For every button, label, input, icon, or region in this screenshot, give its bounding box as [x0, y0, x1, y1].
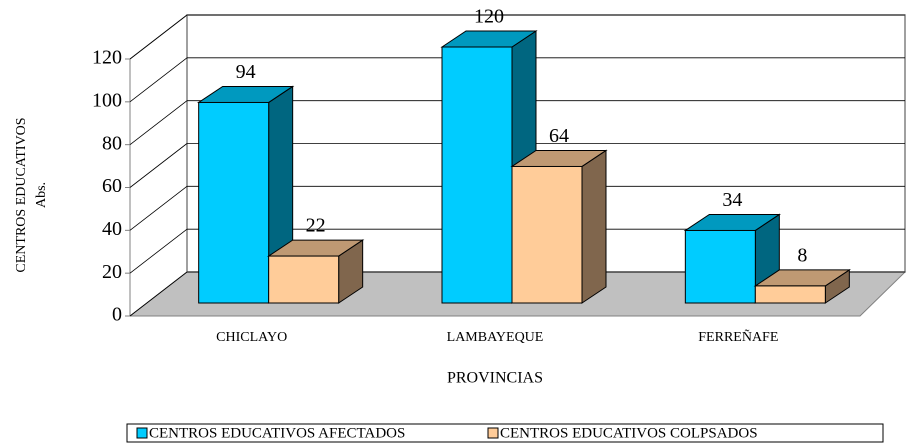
bar-front [754, 285, 826, 304]
grid-line [129, 14, 188, 60]
y-label-line: Abs. [34, 182, 49, 208]
grid-line [129, 271, 188, 317]
y-tick-label: 20 [102, 261, 122, 283]
y-tick-label: 60 [102, 175, 122, 197]
value-label: 94 [236, 61, 256, 83]
value-label: 120 [474, 6, 504, 28]
y-tick-label: 40 [102, 218, 122, 240]
x-axis-title: PROVINCIAS [447, 370, 543, 387]
value-label: 22 [306, 215, 326, 237]
bar [267, 239, 365, 304]
value-label: 34 [722, 189, 742, 211]
bar-front [268, 255, 340, 304]
legend-label: CENTROS EDUCATIVOS AFECTADOS [149, 425, 405, 441]
x-tick-label: FERREÑAFE [698, 329, 778, 345]
grid-line [129, 186, 188, 231]
grid-line [129, 100, 188, 145]
legend-swatch [487, 427, 499, 439]
legend-swatch [136, 427, 148, 439]
y-tick-label: 120 [92, 47, 122, 69]
y-tick-label: 0 [112, 304, 122, 326]
bar-front [684, 229, 756, 304]
y-axis-title: CENTROS EDUCATIVOS Abs. [14, 117, 49, 272]
grid-line [129, 143, 188, 188]
grid-line [129, 57, 188, 103]
legend-box [126, 423, 884, 443]
legend-label: CENTROS EDUCATIVOS COLPSADOS [500, 425, 758, 441]
bar [197, 85, 295, 304]
bar [753, 268, 851, 304]
bar-front [198, 101, 270, 304]
y-label-line: CENTROS EDUCATIVOS [14, 117, 29, 272]
bar-front [511, 165, 583, 304]
x-tick-label: LAMBAYEQUE [447, 330, 544, 345]
value-label: 8 [797, 245, 807, 267]
bar-side [581, 149, 607, 304]
bar [510, 149, 608, 304]
x-tick-label: CHICLAYO [216, 330, 287, 345]
y-tick-label: 80 [102, 132, 122, 154]
grid-line [129, 228, 188, 274]
y-tick-label: 100 [92, 89, 122, 111]
bar-front [441, 46, 513, 304]
value-label: 64 [549, 125, 569, 147]
